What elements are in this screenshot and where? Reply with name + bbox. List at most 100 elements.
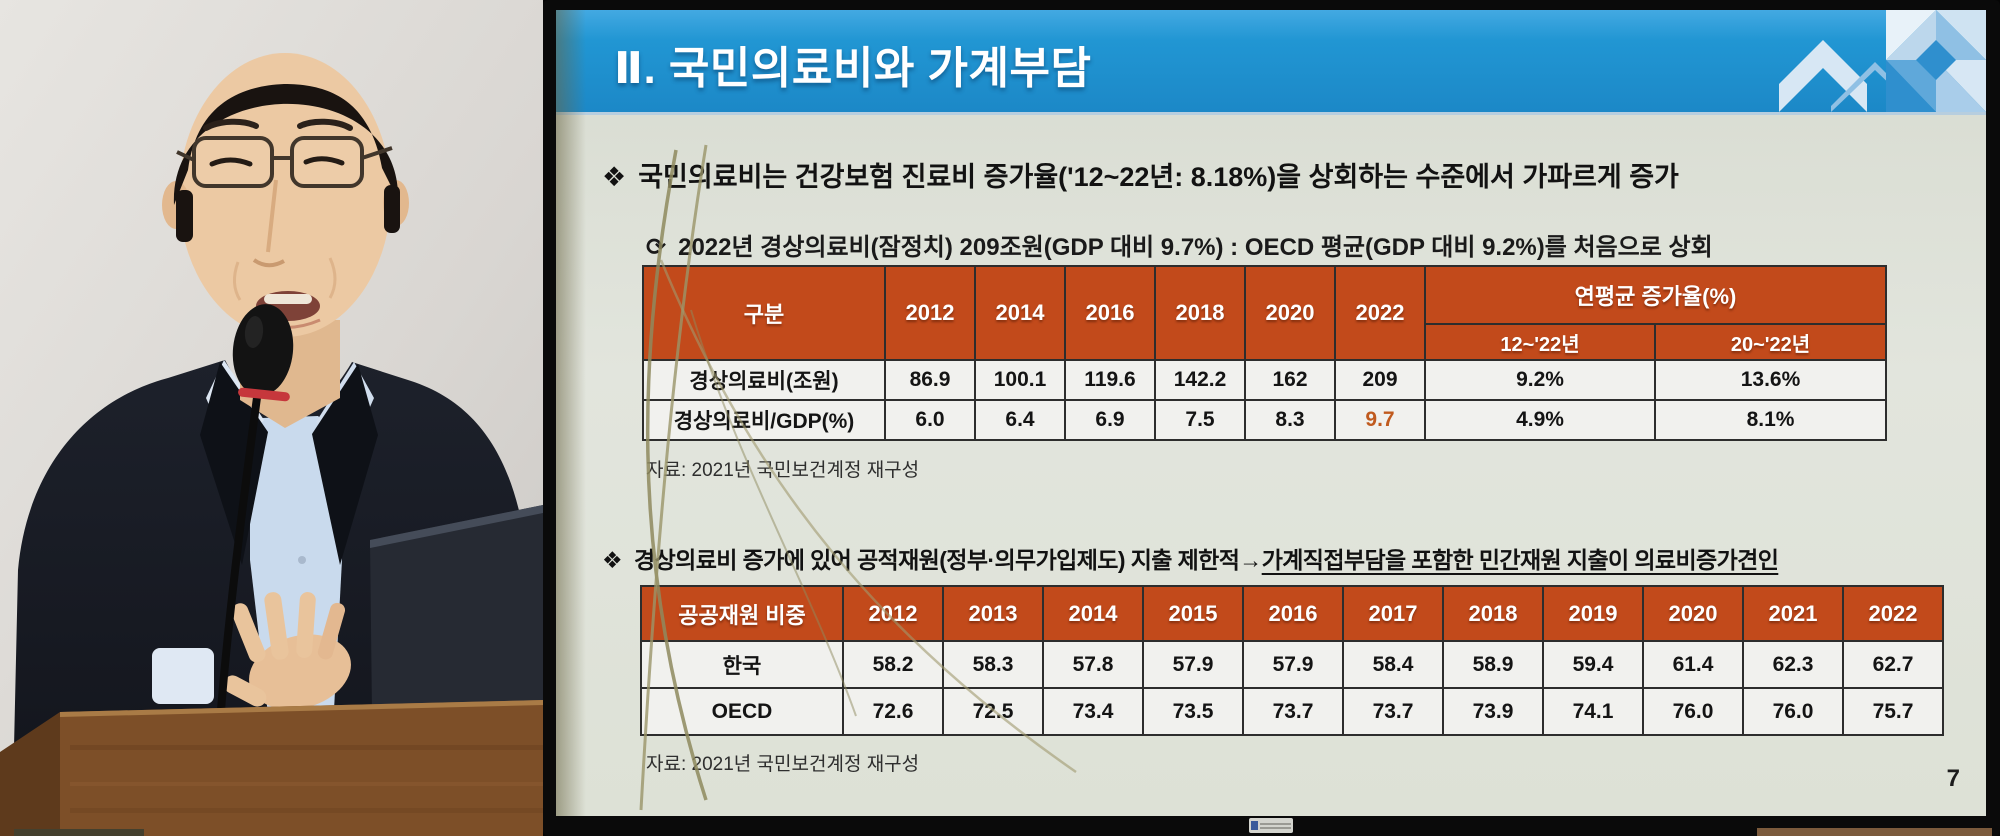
suit-lapel-right bbox=[312, 364, 378, 565]
t1-header-avg-group: 연평균 증가율(%) bbox=[1424, 265, 1887, 325]
t2-header-year-2016: 2016 bbox=[1242, 585, 1344, 642]
t1-cell: 142.2 bbox=[1154, 359, 1246, 401]
t1-cell: 86.9 bbox=[884, 359, 976, 401]
t1-cell: 7.5 bbox=[1154, 399, 1246, 441]
bullet2-prefix: 경상의료비 증가에 있어 공적재원(정부·의무가입제도) 지출 제한적→ bbox=[634, 547, 1262, 573]
t2-cell: 72.6 bbox=[842, 687, 944, 736]
t2-cell: 73.7 bbox=[1242, 687, 1344, 736]
t1-header-year-2020: 2020 bbox=[1244, 265, 1336, 361]
t2-cell: 58.3 bbox=[942, 640, 1044, 689]
slide-title: Ⅱ. 국민의료비와 가계부담 bbox=[614, 44, 1092, 93]
geometric-arrows-decoration bbox=[1779, 10, 1986, 112]
t2-header-year-2022: 2022 bbox=[1842, 585, 1944, 642]
head bbox=[162, 53, 409, 337]
monitor-brand-sticker bbox=[1249, 818, 1293, 833]
shirt-cuff bbox=[152, 648, 214, 704]
podium bbox=[0, 700, 543, 836]
t2-cell: 76.0 bbox=[1742, 687, 1844, 736]
t2-cell: 58.2 bbox=[842, 640, 944, 689]
brand-logo-icon bbox=[1251, 821, 1258, 830]
t1-cell: 6.4 bbox=[974, 399, 1066, 441]
public-funding-share-table: 공공재원 비중 2012 2013 2014 2015 2016 2017 2018 2019 2… bbox=[640, 585, 1944, 736]
t2-row-label: 한국 bbox=[640, 640, 844, 689]
t1-header-year-2016: 2016 bbox=[1064, 265, 1156, 361]
t2-header-year-2015: 2015 bbox=[1142, 585, 1244, 642]
t2-cell: 57.9 bbox=[1142, 640, 1244, 689]
slide-body: ❖ 국민의료비는 건강보험 진료비 증가율('12~22년: 8.18%)을 상회… bbox=[556, 115, 1986, 816]
t2-header-year-2012: 2012 bbox=[842, 585, 944, 642]
t2-cell: 73.5 bbox=[1142, 687, 1244, 736]
subbullet-emphasis: OECD 평균(GDP 대비 9.2%)를 처음으로 상회 bbox=[1244, 234, 1713, 261]
t2-header-year-2014: 2014 bbox=[1042, 585, 1144, 642]
speaker-hand bbox=[152, 592, 351, 710]
t1-header-year-2014: 2014 bbox=[974, 265, 1066, 361]
slide-header: Ⅱ. 국민의료비와 가계부담 bbox=[556, 10, 1986, 115]
t1-cell: 8.3 bbox=[1244, 399, 1336, 441]
desk-edge-left bbox=[14, 829, 144, 836]
t1-row-label: 경상의료비(조원) bbox=[642, 359, 886, 401]
t1-cell: 209 bbox=[1334, 359, 1426, 401]
t2-header-category: 공공재원 비중 bbox=[640, 585, 844, 642]
t2-header-year-2020: 2020 bbox=[1642, 585, 1744, 642]
t2-cell: 75.7 bbox=[1842, 687, 1944, 736]
t1-cell: 119.6 bbox=[1064, 359, 1156, 401]
t2-cell: 76.0 bbox=[1642, 687, 1744, 736]
t2-header-year-2017: 2017 bbox=[1342, 585, 1444, 642]
hair bbox=[173, 84, 399, 205]
bullet2-underlined: 가계직접부담을 포함한 민간재원 지출이 의료비증가견인 bbox=[1261, 547, 1779, 573]
t1-header-category: 구분 bbox=[642, 265, 886, 361]
bullet-medical-expense-growth: ❖ 국민의료비는 건강보험 진료비 증가율('12~22년: 8.18%)을 상회… bbox=[602, 155, 1679, 194]
t2-cell: 62.3 bbox=[1742, 640, 1844, 689]
table-row: 경상의료비/GDP(%) 6.0 6.4 6.9 7.5 8.3 9.7 4.9% 8.1% bbox=[642, 399, 1887, 441]
t1-cell: 100.1 bbox=[974, 359, 1066, 401]
t2-cell: 74.1 bbox=[1542, 687, 1644, 736]
t2-cell: 73.4 bbox=[1042, 687, 1144, 736]
t1-avg-cell: 13.6% bbox=[1654, 359, 1887, 401]
subbullet-prefix: 2022년 경상의료비(잠정치) 209조원(GDP 대비 9.7%) : bbox=[678, 234, 1245, 261]
bullet1-text: 국민의료비는 건강보험 진료비 증가율('12~22년: 8.18%)을 상회하… bbox=[638, 162, 1679, 192]
t2-cell: 57.8 bbox=[1042, 640, 1144, 689]
sub-bullet-2022-expense: ⟳ 2022년 경상의료비(잠정치) 209조원(GDP 대비 9.7%) : O… bbox=[646, 227, 1713, 262]
t1-header-year-2022: 2022 bbox=[1334, 265, 1426, 361]
t2-cell: 57.9 bbox=[1242, 640, 1344, 689]
desk-edge-right bbox=[1757, 828, 1992, 836]
mic-stand bbox=[217, 389, 262, 711]
monitor: Ⅱ. 국민의료비와 가계부담 ❖ 국민의료비는 건강보 bbox=[543, 0, 2000, 836]
t2-cell: 59.4 bbox=[1542, 640, 1644, 689]
t2-cell: 73.7 bbox=[1342, 687, 1444, 736]
t1-cell: 9.7 bbox=[1334, 399, 1426, 441]
t2-cell: 72.5 bbox=[942, 687, 1044, 736]
t1-cell: 6.9 bbox=[1064, 399, 1156, 441]
t1-cell: 162 bbox=[1244, 359, 1336, 401]
t1-cell: 6.0 bbox=[884, 399, 976, 441]
table-row: 한국 58.2 58.3 57.8 57.9 57.9 58.4 58.9 59.4 61.4 62… bbox=[640, 640, 1944, 689]
slide: Ⅱ. 국민의료비와 가계부담 ❖ 국민의료비는 건강보 bbox=[556, 10, 1986, 816]
t2-header-year-2019: 2019 bbox=[1542, 585, 1644, 642]
page-number: 7 bbox=[1946, 765, 1960, 792]
microphone bbox=[217, 304, 294, 711]
table-row: OECD 72.6 72.5 73.4 73.5 73.7 73.7 73.9 74.1 76.0… bbox=[640, 687, 1944, 736]
curved-arrow-bullet-icon: ⟳ bbox=[646, 234, 667, 261]
t2-cell: 58.9 bbox=[1442, 640, 1544, 689]
t1-header-year-2012: 2012 bbox=[884, 265, 976, 361]
t1-row-label: 경상의료비/GDP(%) bbox=[642, 399, 886, 441]
laptop bbox=[370, 505, 543, 715]
t1-avg-cell: 4.9% bbox=[1424, 399, 1656, 441]
t1-avg-cell: 8.1% bbox=[1654, 399, 1887, 441]
table1-source: 자료: 2021년 국민보건계정 재구성 bbox=[646, 460, 920, 481]
t2-cell: 62.7 bbox=[1842, 640, 1944, 689]
t2-row-label: OECD bbox=[640, 687, 844, 736]
table-row: 경상의료비(조원) 86.9 100.1 119.6 142.2 162 209 9.2% 13… bbox=[642, 359, 1887, 401]
diamond-bullet-icon: ❖ bbox=[602, 162, 627, 192]
t1-avg-cell: 9.2% bbox=[1424, 359, 1656, 401]
t2-cell: 61.4 bbox=[1642, 640, 1744, 689]
diamond-bullet-icon: ❖ bbox=[602, 547, 623, 573]
bullet-public-funding-limited: ❖ 경상의료비 증가에 있어 공적재원(정부·의무가입제도) 지출 제한적→가계직… bbox=[602, 541, 1779, 575]
speaker-photo bbox=[0, 0, 543, 836]
t2-header-year-2018: 2018 bbox=[1442, 585, 1544, 642]
table2-source: 자료: 2021년 국민보건계정 재구성 bbox=[646, 754, 920, 775]
t2-cell: 73.9 bbox=[1442, 687, 1544, 736]
t1-subheader-1: 20~'22년 bbox=[1654, 323, 1887, 361]
t2-cell: 58.4 bbox=[1342, 640, 1444, 689]
